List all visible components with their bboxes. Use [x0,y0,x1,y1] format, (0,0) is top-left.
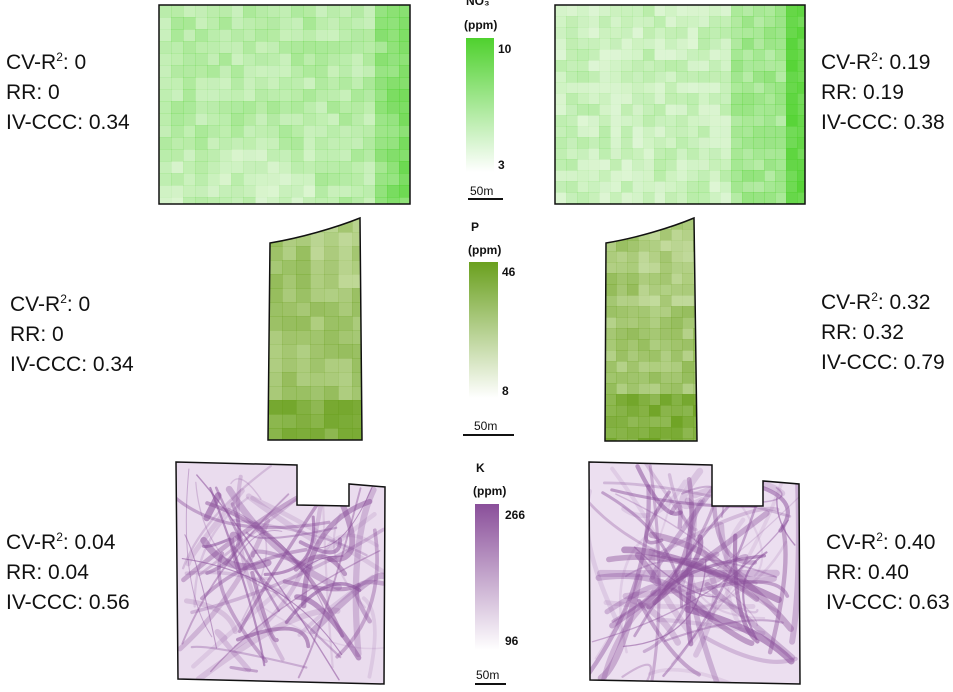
rr-value: 0.19 [863,81,904,104]
k-map-left [175,461,386,685]
no3-left-stats: CV-R2: 0 RR: 0 IV-CCC: 0.34 [6,50,130,134]
no3-legend-max: 10 [498,42,512,56]
iv-ccc-value: 0.38 [903,111,945,134]
iv-ccc-value: 0.63 [908,591,950,614]
p-map-right [604,216,698,442]
p-left-stats: CV-R2: 0 RR: 0 IV-CCC: 0.34 [10,292,134,376]
no3-right-stats: CV-R2: 0.19 RR: 0.19 IV-CCC: 0.38 [821,50,945,134]
no3-map-right [554,4,806,205]
cv-r2-value: 0.32 [889,291,931,314]
no3-legend-title: NO₃⁻ [466,0,496,8]
k-legend-ramp [475,504,499,650]
no3-legend-ramp [466,38,494,172]
rr-value: 0.40 [868,561,909,584]
p-right-stats: CV-R2: 0.32 RR: 0.32 IV-CCC: 0.79 [821,290,945,374]
k-legend-title: K [476,461,485,475]
p-legend-ramp [469,262,498,398]
k-left-stats: CV-R2: 0.04 RR: 0.04 IV-CCC: 0.56 [6,530,130,614]
no3-scale-label: 50m [470,184,494,198]
cv-r2-value: 0.19 [889,51,931,74]
k-right-stats: CV-R2: 0.40 RR: 0.40 IV-CCC: 0.63 [826,530,950,614]
iv-ccc-value: 0.34 [88,111,130,134]
no3-map-left [158,4,411,205]
no3-legend-unit: (ppm) [464,18,498,32]
k-scale-label: 50m [476,668,500,682]
rr-value: 0 [52,323,64,346]
cv-r2-value: 0 [74,51,87,74]
cv-r2-value: 0 [78,293,91,316]
k-legend-unit: (ppm) [473,484,507,498]
p-legend-max: 46 [502,265,516,279]
rr-value: 0.04 [48,561,89,584]
p-legend-unit: (ppm) [468,243,502,257]
k-map-right [588,461,801,685]
iv-ccc-value: 0.79 [903,351,945,374]
p-scale-label: 50m [474,419,498,433]
cv-r2-value: 0.04 [74,531,116,554]
rr-value: 0 [48,81,60,104]
cv-r2-value: 0.40 [894,531,936,554]
p-legend-title: P [471,220,480,234]
iv-ccc-value: 0.56 [88,591,130,614]
p-map-left [267,216,363,441]
k-legend-max: 266 [505,508,526,522]
rr-value: 0.32 [863,321,904,344]
p-legend-min: 8 [502,384,509,398]
no3-legend-min: 3 [498,158,505,172]
k-legend-min: 96 [505,634,519,648]
iv-ccc-value: 0.34 [92,353,134,376]
